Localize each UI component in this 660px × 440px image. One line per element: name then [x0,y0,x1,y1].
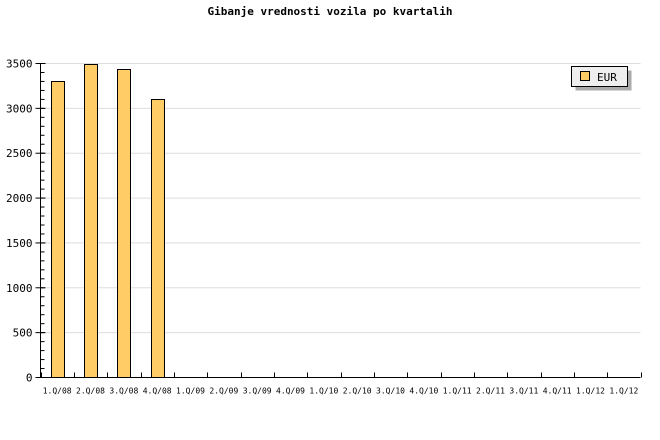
y-tick-label: 2000 [6,192,33,205]
legend-label: EUR [597,71,617,84]
legend-swatch [580,71,590,81]
x-tick-label: 2.Q/09 [209,387,238,396]
y-tick-label: 0 [26,372,33,385]
x-tick-label: 3.Q/08 [109,387,138,396]
x-tick-label: 1.Q/11 [443,387,472,396]
x-tick-label: 3.Q/11 [509,387,538,396]
y-tick-label: 500 [13,327,33,340]
x-tick-label: 1.Q/12 [609,387,638,396]
bar [117,69,131,378]
x-tick-label: 1.Q/12 [576,387,605,396]
x-tick-label: 2.Q/08 [76,387,105,396]
x-tick-label: 4.Q/11 [543,387,572,396]
x-tick-label: 1.Q/09 [176,387,205,396]
x-tick-label: 3.Q/09 [243,387,272,396]
y-tick-label: 3000 [6,102,33,115]
x-tick-label: 4.Q/09 [276,387,305,396]
x-tick-label: 1.Q/08 [43,387,72,396]
y-tick-label: 1500 [6,237,33,250]
bar [51,81,65,378]
x-tick-label: 2.Q/11 [476,387,505,396]
y-tick-label: 3500 [6,58,33,71]
y-tick-label: 1000 [6,282,33,295]
x-tick-label: 4.Q/08 [143,387,172,396]
x-tick-label: 4.Q/10 [409,387,438,396]
x-tick-label: 3.Q/10 [376,387,405,396]
y-tick-label: 2500 [6,147,33,160]
bar [151,99,165,378]
x-tick-label: 1.Q/10 [309,387,338,396]
bar [84,64,98,378]
x-tick-label: 2.Q/10 [343,387,372,396]
chart-title: Gibanje vrednosti vozila po kvartalih [207,5,453,18]
legend: EUR [571,66,632,91]
